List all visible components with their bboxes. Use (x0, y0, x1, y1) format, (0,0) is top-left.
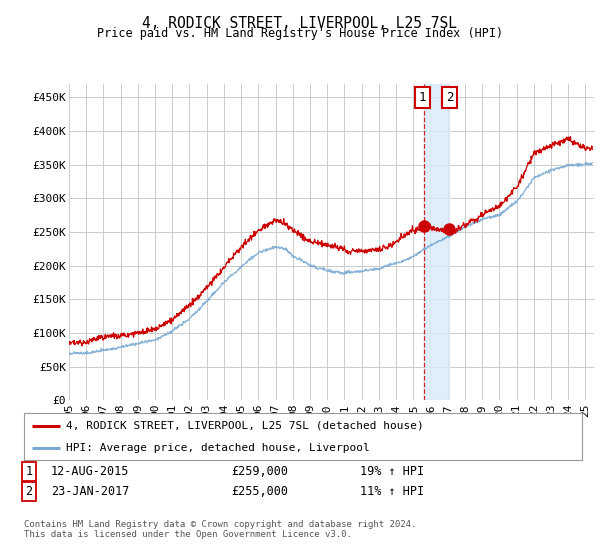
Text: £255,000: £255,000 (231, 485, 288, 498)
Text: Contains HM Land Registry data © Crown copyright and database right 2024.
This d: Contains HM Land Registry data © Crown c… (24, 520, 416, 539)
Text: 2: 2 (446, 91, 454, 104)
Text: 12-AUG-2015: 12-AUG-2015 (51, 465, 130, 478)
Text: Price paid vs. HM Land Registry's House Price Index (HPI): Price paid vs. HM Land Registry's House … (97, 27, 503, 40)
Text: £259,000: £259,000 (231, 465, 288, 478)
Text: 4, RODICK STREET, LIVERPOOL, L25 7SL (detached house): 4, RODICK STREET, LIVERPOOL, L25 7SL (de… (66, 421, 424, 431)
Text: 1: 1 (418, 91, 426, 104)
Bar (424, 84, 449, 400)
Text: 4, RODICK STREET, LIVERPOOL, L25 7SL: 4, RODICK STREET, LIVERPOOL, L25 7SL (143, 16, 458, 31)
Text: 23-JAN-2017: 23-JAN-2017 (51, 485, 130, 498)
Text: 19% ↑ HPI: 19% ↑ HPI (360, 465, 424, 478)
Text: 11% ↑ HPI: 11% ↑ HPI (360, 485, 424, 498)
Text: 2: 2 (25, 485, 32, 498)
Text: HPI: Average price, detached house, Liverpool: HPI: Average price, detached house, Live… (66, 444, 370, 454)
Text: 1: 1 (25, 465, 32, 478)
